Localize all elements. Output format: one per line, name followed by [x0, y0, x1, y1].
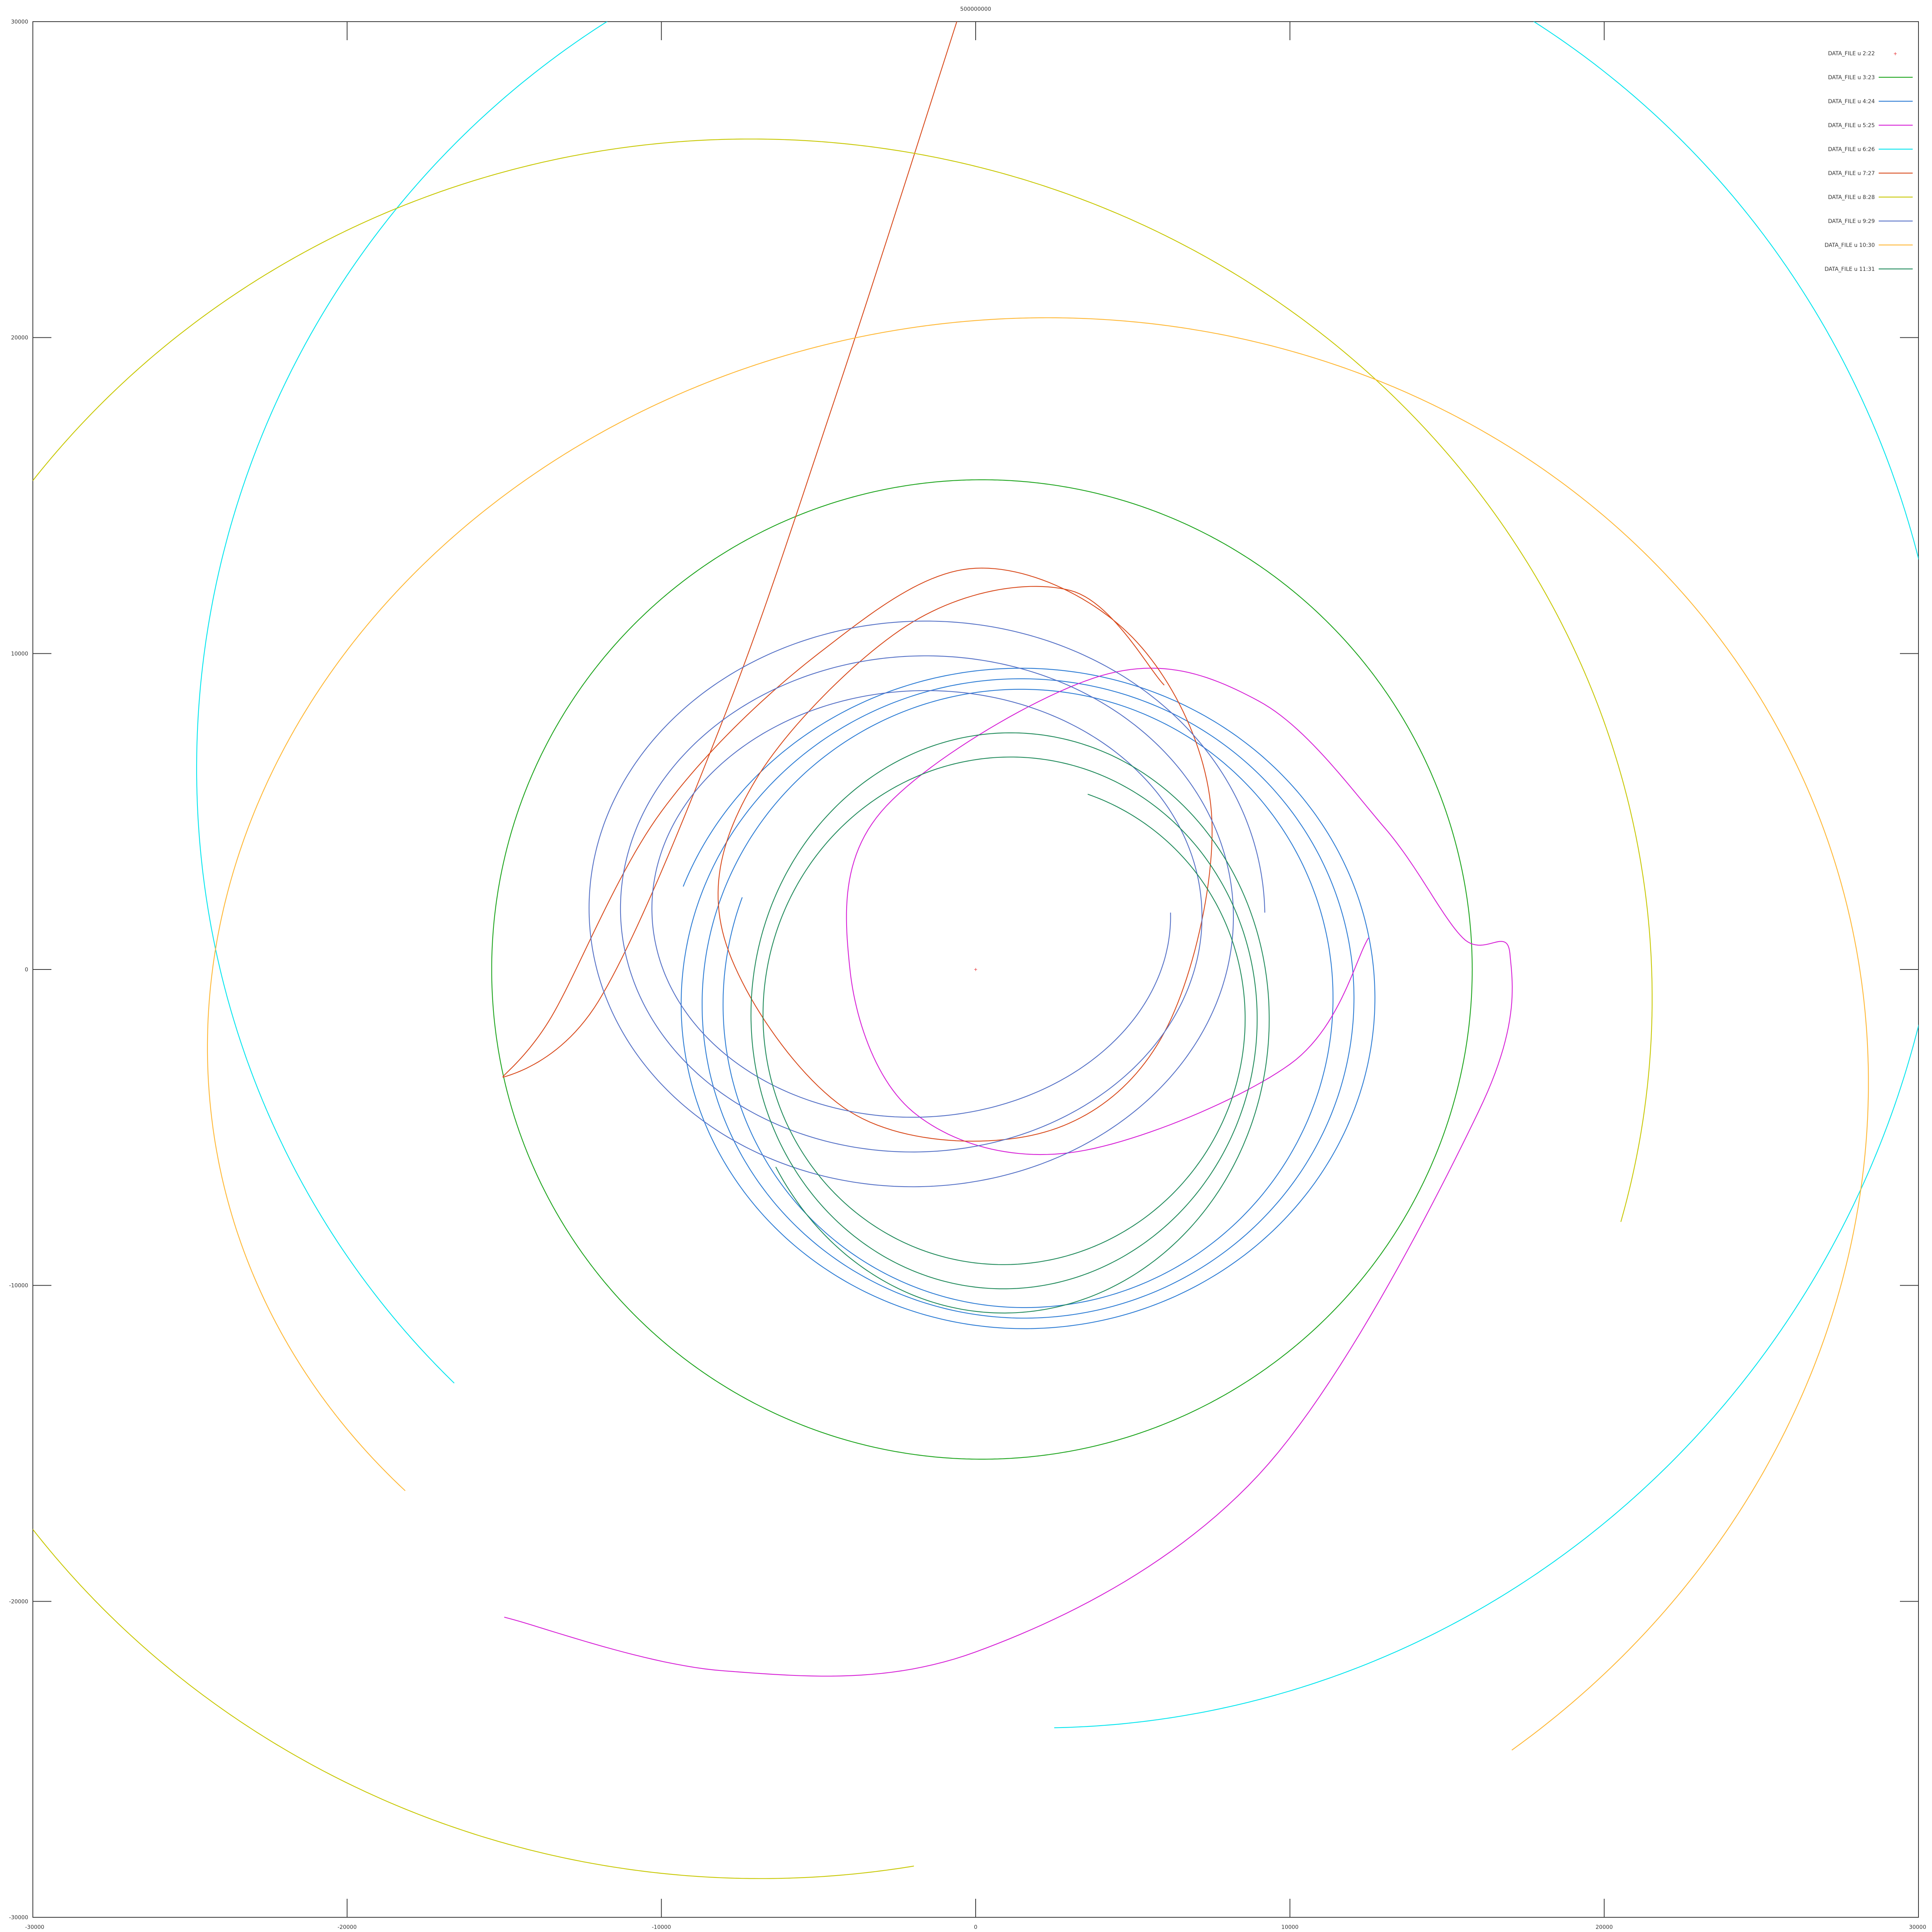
series-data-file-u-4-24-line: [680, 668, 1376, 1329]
chart-title: 500000000: [960, 6, 991, 12]
series-data-file-u-7-27-line: [502, 22, 1213, 1142]
series-layer: +: [33, 22, 1918, 1879]
x-tick-label: 0: [974, 1924, 978, 1930]
legend-label: DATA_FILE u 2:22: [1828, 51, 1875, 57]
y-tick-label: 20000: [11, 335, 28, 341]
series-data-file-u-3-23-line: [491, 479, 1473, 1460]
x-tick-label: 20000: [1595, 1924, 1613, 1930]
y-tick-label: 30000: [11, 19, 28, 25]
axis-ticks: -30000 -20000 -10000 0 10000 20000 30000 30000 2…: [9, 19, 1926, 1930]
x-tick-label: -30000: [25, 1924, 44, 1930]
series-data-file-u-2-22-point: +: [974, 967, 978, 972]
x-tick-label: 10000: [1281, 1924, 1299, 1930]
legend-label: DATA_FILE u 11:31: [1825, 266, 1875, 272]
series-data-file-u-6-26-line: [196, 22, 1918, 1728]
series-data-file-u-10-30-line: [207, 317, 1869, 1751]
y-tick-label: -10000: [9, 1283, 28, 1289]
x-tick-label: -10000: [652, 1924, 671, 1930]
legend-label: DATA_FILE u 9:29: [1828, 218, 1875, 224]
series-data-file-u-9-29-line: [588, 621, 1265, 1187]
series-group: +: [33, 22, 1918, 1879]
series-data-file-u-11-31-line: [750, 732, 1270, 1314]
legend-swatch: +: [1893, 51, 1897, 56]
legend-label: DATA_FILE u 3:23: [1828, 75, 1875, 81]
legend-label: DATA_FILE u 4:24: [1828, 99, 1875, 105]
legend-label: DATA_FILE u 8:28: [1828, 194, 1875, 201]
series-data-file-u-8-28-line: [33, 138, 1653, 1879]
legend-label: DATA_FILE u 5:25: [1828, 122, 1875, 129]
y-tick-label: -20000: [9, 1599, 28, 1605]
y-tick-label: 0: [25, 967, 28, 973]
y-tick-label: 10000: [11, 651, 28, 657]
legend-label: DATA_FILE u 7:27: [1828, 170, 1875, 177]
series-data-file-u-5-25-line: [504, 668, 1513, 1677]
x-tick-label: -20000: [338, 1924, 357, 1930]
legend-label: DATA_FILE u 6:26: [1828, 146, 1875, 153]
y-tick-label: -30000: [9, 1915, 28, 1921]
legend: DATA_FILE u 2:22 + DATA_FILE u 3:23 DATA_FI…: [1825, 51, 1913, 272]
x-tick-label: 30000: [1909, 1924, 1926, 1930]
legend-label: DATA_FILE u 10:30: [1825, 242, 1875, 248]
